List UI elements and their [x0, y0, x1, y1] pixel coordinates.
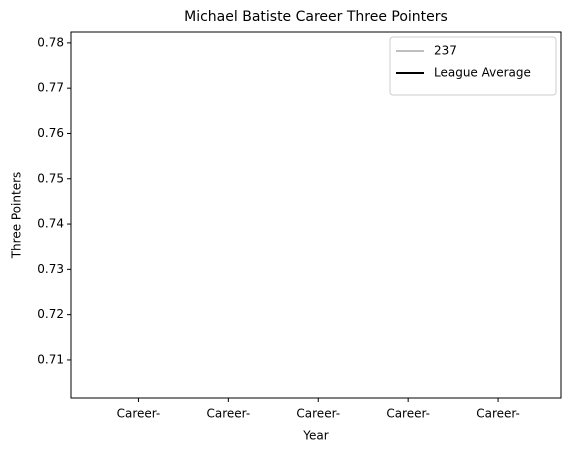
y-tick-label: 0.76: [37, 126, 64, 140]
x-tick-label: Career-: [296, 407, 340, 421]
legend-box: [389, 36, 557, 96]
y-tick-label: 0.73: [37, 262, 64, 276]
y-tick-label: 0.74: [37, 217, 64, 231]
legend-label: 237: [434, 44, 457, 58]
x-tick-label: Career-: [117, 407, 161, 421]
y-axis-label: Three Pointers: [10, 172, 24, 260]
y-tick-label: 0.71: [37, 352, 64, 366]
x-axis-label: Year: [302, 429, 328, 443]
chart-title: Michael Batiste Career Three Pointers: [184, 9, 448, 25]
x-tick-label: Career-: [207, 407, 251, 421]
y-tick-label: 0.77: [37, 81, 64, 95]
x-tick-label: Career-: [476, 407, 520, 421]
y-tick-label: 0.78: [37, 35, 64, 49]
x-tick-label: Career-: [386, 407, 430, 421]
y-tick-label: 0.75: [37, 171, 64, 185]
legend-label: League Average: [434, 66, 531, 80]
plot-frame: [70, 31, 562, 399]
y-tick-label: 0.72: [37, 307, 64, 321]
